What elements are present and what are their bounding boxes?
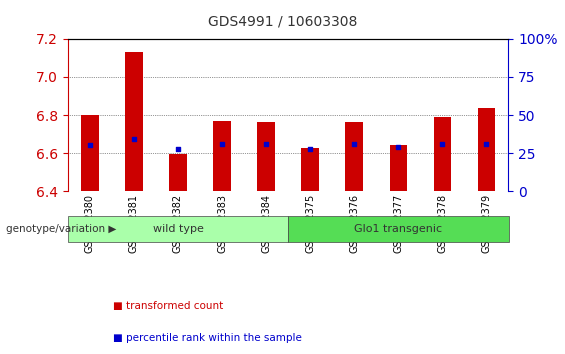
Bar — [169, 154, 187, 191]
Point — [173, 146, 182, 152]
Bar — [301, 148, 319, 191]
Bar — [257, 122, 275, 191]
Text: ■ transformed count: ■ transformed count — [113, 301, 223, 311]
Text: Glo1 transgenic: Glo1 transgenic — [354, 224, 442, 234]
Point — [482, 141, 491, 147]
Bar — [345, 122, 363, 191]
Text: wild type: wild type — [153, 224, 203, 234]
Point — [306, 146, 315, 152]
Text: ■ percentile rank within the sample: ■ percentile rank within the sample — [113, 333, 302, 343]
Text: genotype/variation ▶: genotype/variation ▶ — [6, 224, 116, 234]
Point — [218, 141, 227, 147]
Bar — [125, 52, 143, 191]
Point — [129, 137, 138, 142]
Point — [438, 141, 447, 147]
Bar — [81, 115, 99, 191]
Point — [85, 143, 94, 148]
Text: GDS4991 / 10603308: GDS4991 / 10603308 — [208, 14, 357, 28]
Point — [394, 144, 403, 150]
Point — [350, 141, 359, 147]
Bar — [477, 108, 496, 191]
Bar — [433, 117, 451, 191]
Point — [262, 141, 271, 147]
Bar — [213, 121, 231, 191]
Bar — [389, 144, 407, 191]
